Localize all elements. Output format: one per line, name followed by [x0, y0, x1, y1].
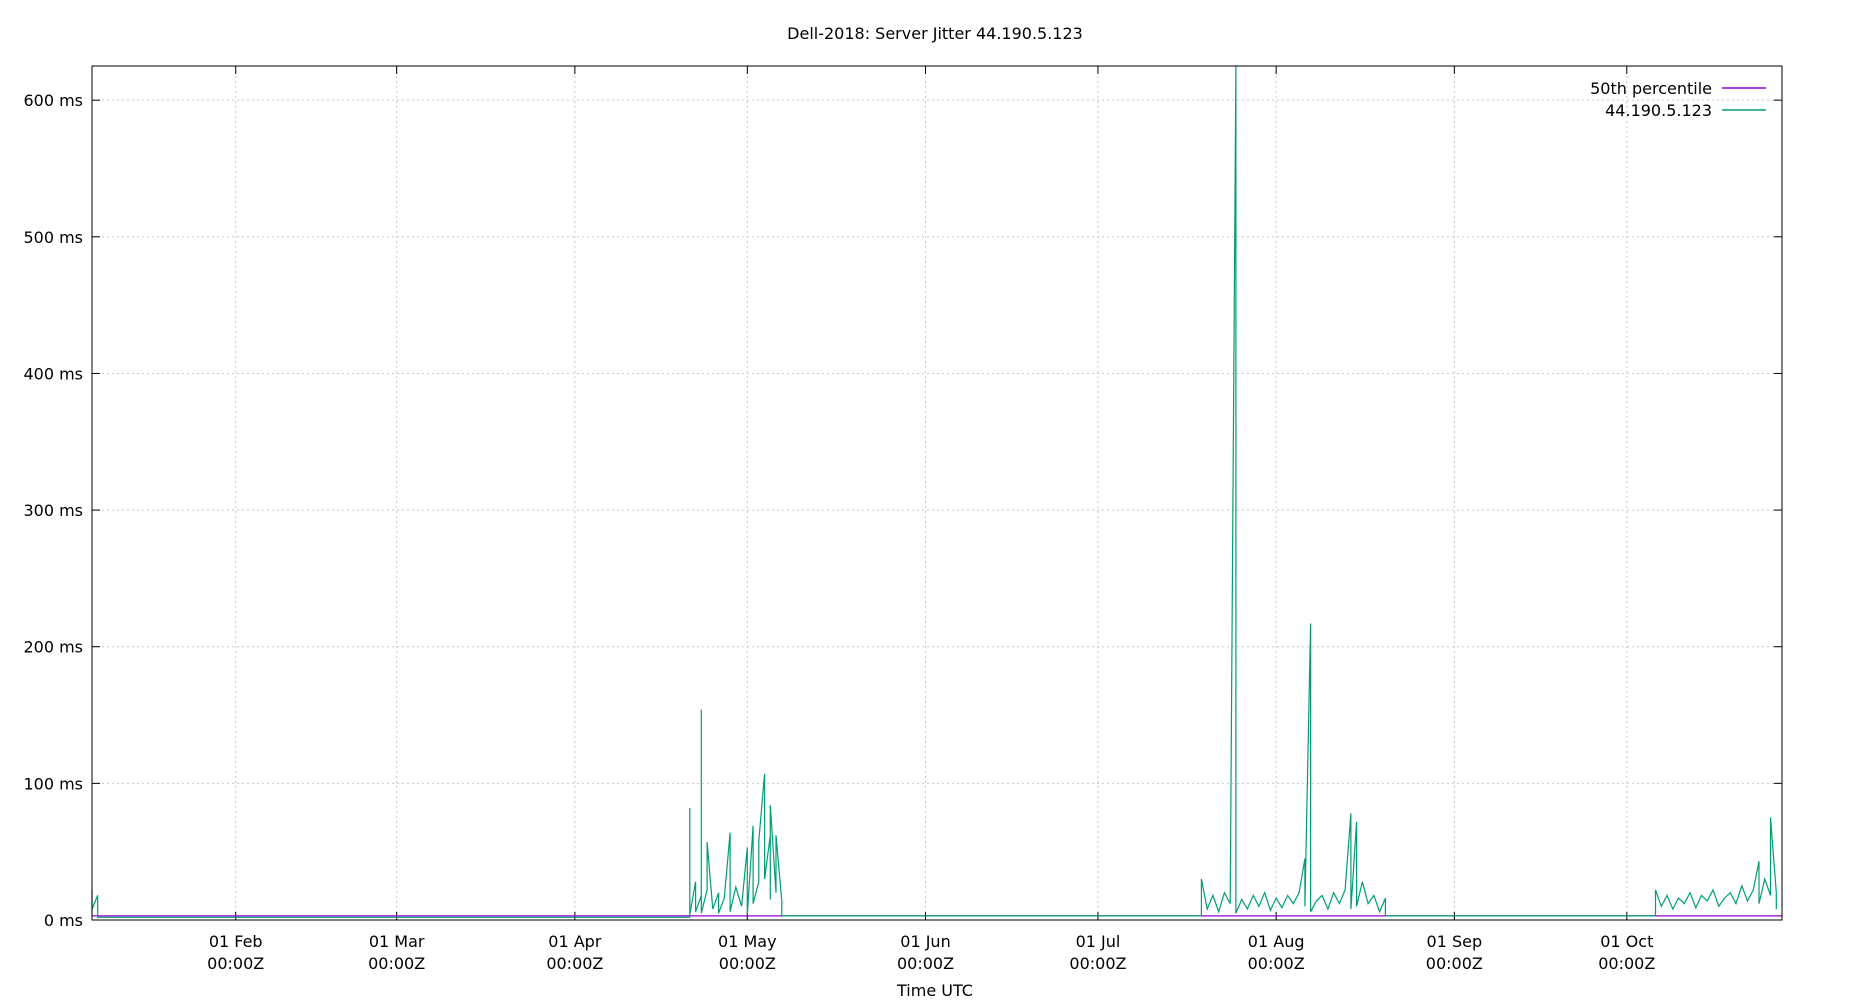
y-tick-label: 200 ms: [23, 638, 83, 657]
x-tick-sublabel: 00:00Z: [1248, 954, 1305, 973]
x-axis: 01 Feb 00:00Z 01 Mar 00:00Z 01 Apr 00:00Z 01 M…: [207, 66, 1655, 973]
y-tick-label: 400 ms: [23, 364, 83, 383]
x-tick-label: 01 Feb: [209, 932, 263, 951]
x-tick-label: 01 Apr: [548, 932, 602, 951]
y-tick-label: 500 ms: [23, 228, 83, 247]
x-tick-label: 01 Oct: [1600, 932, 1653, 951]
gridlines: [92, 66, 1782, 920]
x-tick-sublabel: 00:00Z: [1426, 954, 1483, 973]
x-tick-label: 01 Sep: [1427, 932, 1483, 951]
y-tick-label: 0 ms: [44, 911, 83, 930]
series-layer: [91, 65, 1782, 918]
x-tick-sublabel: 00:00Z: [1069, 954, 1126, 973]
chart-title: Dell-2018: Server Jitter 44.190.5.123: [787, 24, 1083, 43]
x-tick-sublabel: 00:00Z: [1598, 954, 1655, 973]
x-tick-sublabel: 00:00Z: [897, 954, 954, 973]
x-tick-label: 01 Jun: [900, 932, 950, 951]
x-tick-sublabel: 00:00Z: [207, 954, 264, 973]
x-axis-label: Time UTC: [896, 981, 973, 1000]
plot-frame: [91, 65, 1783, 921]
x-tick-label: 01 Aug: [1248, 932, 1305, 951]
y-tick-label: 600 ms: [23, 91, 83, 110]
x-tick-label: 01 Jul: [1076, 932, 1121, 951]
y-tick-label: 100 ms: [23, 774, 83, 793]
legend-label: 50th percentile: [1590, 79, 1712, 98]
y-axis: 0 ms 100 ms 200 ms 300 ms 400 ms 500 ms 600 ms: [23, 91, 1782, 930]
x-tick-sublabel: 00:00Z: [368, 954, 425, 973]
x-tick-label: 01 Mar: [369, 932, 425, 951]
legend-label: 44.190.5.123: [1605, 101, 1712, 120]
y-tick-label: 300 ms: [23, 501, 83, 520]
x-tick-label: 01 May: [718, 932, 777, 951]
legend: 50th percentile 44.190.5.123: [1590, 79, 1766, 120]
series-line-1: [91, 65, 1777, 918]
x-tick-sublabel: 00:00Z: [546, 954, 603, 973]
x-tick-sublabel: 00:00Z: [719, 954, 776, 973]
